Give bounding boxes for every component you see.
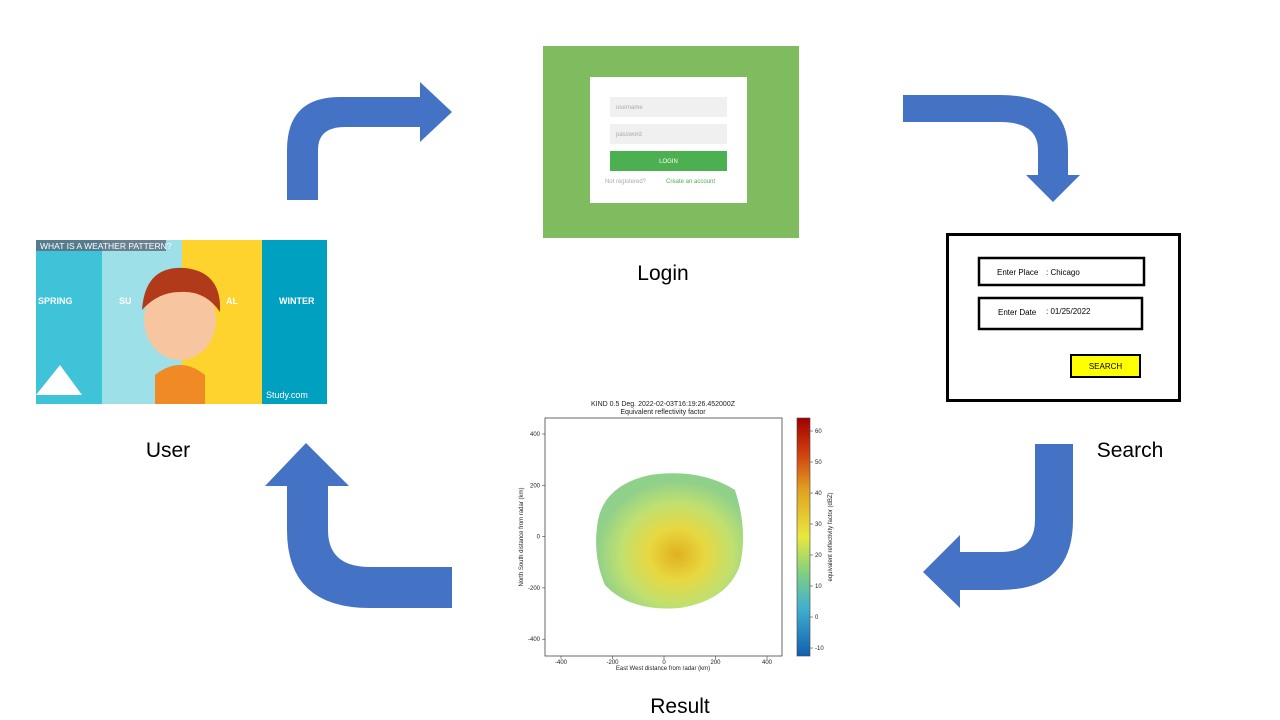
colorbar-tick-label: 0 <box>815 615 819 621</box>
colorbar-tick-label: 40 <box>815 491 822 497</box>
username-placeholder: username <box>616 105 643 111</box>
login-label: Login <box>637 262 688 285</box>
date-value: : 01/25/2022 <box>1046 307 1091 316</box>
register-link[interactable]: Create an account <box>666 179 715 185</box>
x-tick-label: 400 <box>762 660 773 666</box>
user-label: User <box>146 439 190 462</box>
x-tick-label: -200 <box>606 660 619 666</box>
y-tick-label: -400 <box>528 637 541 643</box>
season: AL <box>226 296 238 306</box>
result-plot: KIND 0.5 Deg. 2022-02-03T16:19:26.452000… <box>519 401 834 672</box>
x-tick-label: 0 <box>662 660 666 666</box>
place-value: : Chicago <box>1046 268 1080 277</box>
arrow-result-user <box>265 443 452 608</box>
colorbar-tick-label: 20 <box>815 553 822 559</box>
search-button[interactable] <box>1070 354 1141 378</box>
boy-hair <box>142 267 221 312</box>
brand: Study.com <box>266 390 308 400</box>
login-button-text: LOGIN <box>659 159 678 165</box>
y-tick-label: 200 <box>530 483 541 489</box>
season: SPRING <box>38 296 73 306</box>
username-field[interactable] <box>610 97 727 117</box>
colorbar-tick-label: 10 <box>815 584 822 590</box>
y-tick-label: 0 <box>537 535 541 541</box>
place-label: Enter Place <box>997 268 1039 277</box>
stripe <box>36 240 102 404</box>
season: WINTER <box>279 296 315 306</box>
user-image: WHAT IS A WEATHER PATTERN? SPRING SU AL … <box>36 240 327 404</box>
search-button-text: SEARCH <box>1089 362 1123 371</box>
arrow-search-result <box>923 444 1073 608</box>
colorbar-tick-label: 30 <box>815 522 822 528</box>
colorbar-label: equivalent reflectivity factor (dBZ) <box>828 492 834 581</box>
search-label: Search <box>1097 439 1164 462</box>
arrow-user-login <box>287 82 452 200</box>
password-field[interactable] <box>610 124 727 144</box>
x-tick-label: 200 <box>710 660 721 666</box>
x-axis-label: East West distance from radar (km) <box>616 666 710 672</box>
arrows <box>265 82 1080 608</box>
login-screenshot: username password LOGIN Not registered? … <box>543 46 799 238</box>
poster-title-bg <box>36 240 166 251</box>
y-tick-label: 400 <box>530 432 541 438</box>
radar-echo <box>596 473 744 609</box>
season: SU <box>119 296 132 306</box>
boy-face <box>144 280 216 360</box>
ticks: -400 -200 0 200 4004002000-200-4006050403020… <box>528 429 824 666</box>
poster-title: WHAT IS A WEATHER PATTERN? <box>40 241 172 251</box>
x-tick-label: -400 <box>555 660 568 666</box>
result-label: Result <box>650 695 710 718</box>
login-button[interactable] <box>610 151 727 171</box>
plot-subtitle: Equivalent reflectivity factor <box>620 409 706 416</box>
colorbar-tick-label: 60 <box>815 429 822 435</box>
register-prompt: Not registered? <box>605 179 647 185</box>
y-axis-label: North South distance from radar (km) <box>519 487 525 586</box>
plot-title: KIND 0.5 Deg. 2022-02-03T16:19:26.452000… <box>591 401 736 408</box>
date-label: Enter Date <box>998 308 1037 317</box>
boy-body <box>155 365 205 404</box>
place-field[interactable] <box>977 256 1146 287</box>
arrow-login-search <box>903 95 1080 202</box>
mountain <box>36 365 82 395</box>
y-tick-label: -200 <box>528 586 541 592</box>
password-placeholder: password <box>616 132 642 138</box>
stripe <box>262 240 327 404</box>
colorbar-tick-label: 50 <box>815 460 822 466</box>
search-screenshot: Enter Place : Chicago Enter Date : 01/25… <box>946 233 1181 402</box>
date-field[interactable] <box>977 296 1144 331</box>
colorbar-tick-label: -10 <box>815 646 824 652</box>
colorbar <box>796 417 811 657</box>
